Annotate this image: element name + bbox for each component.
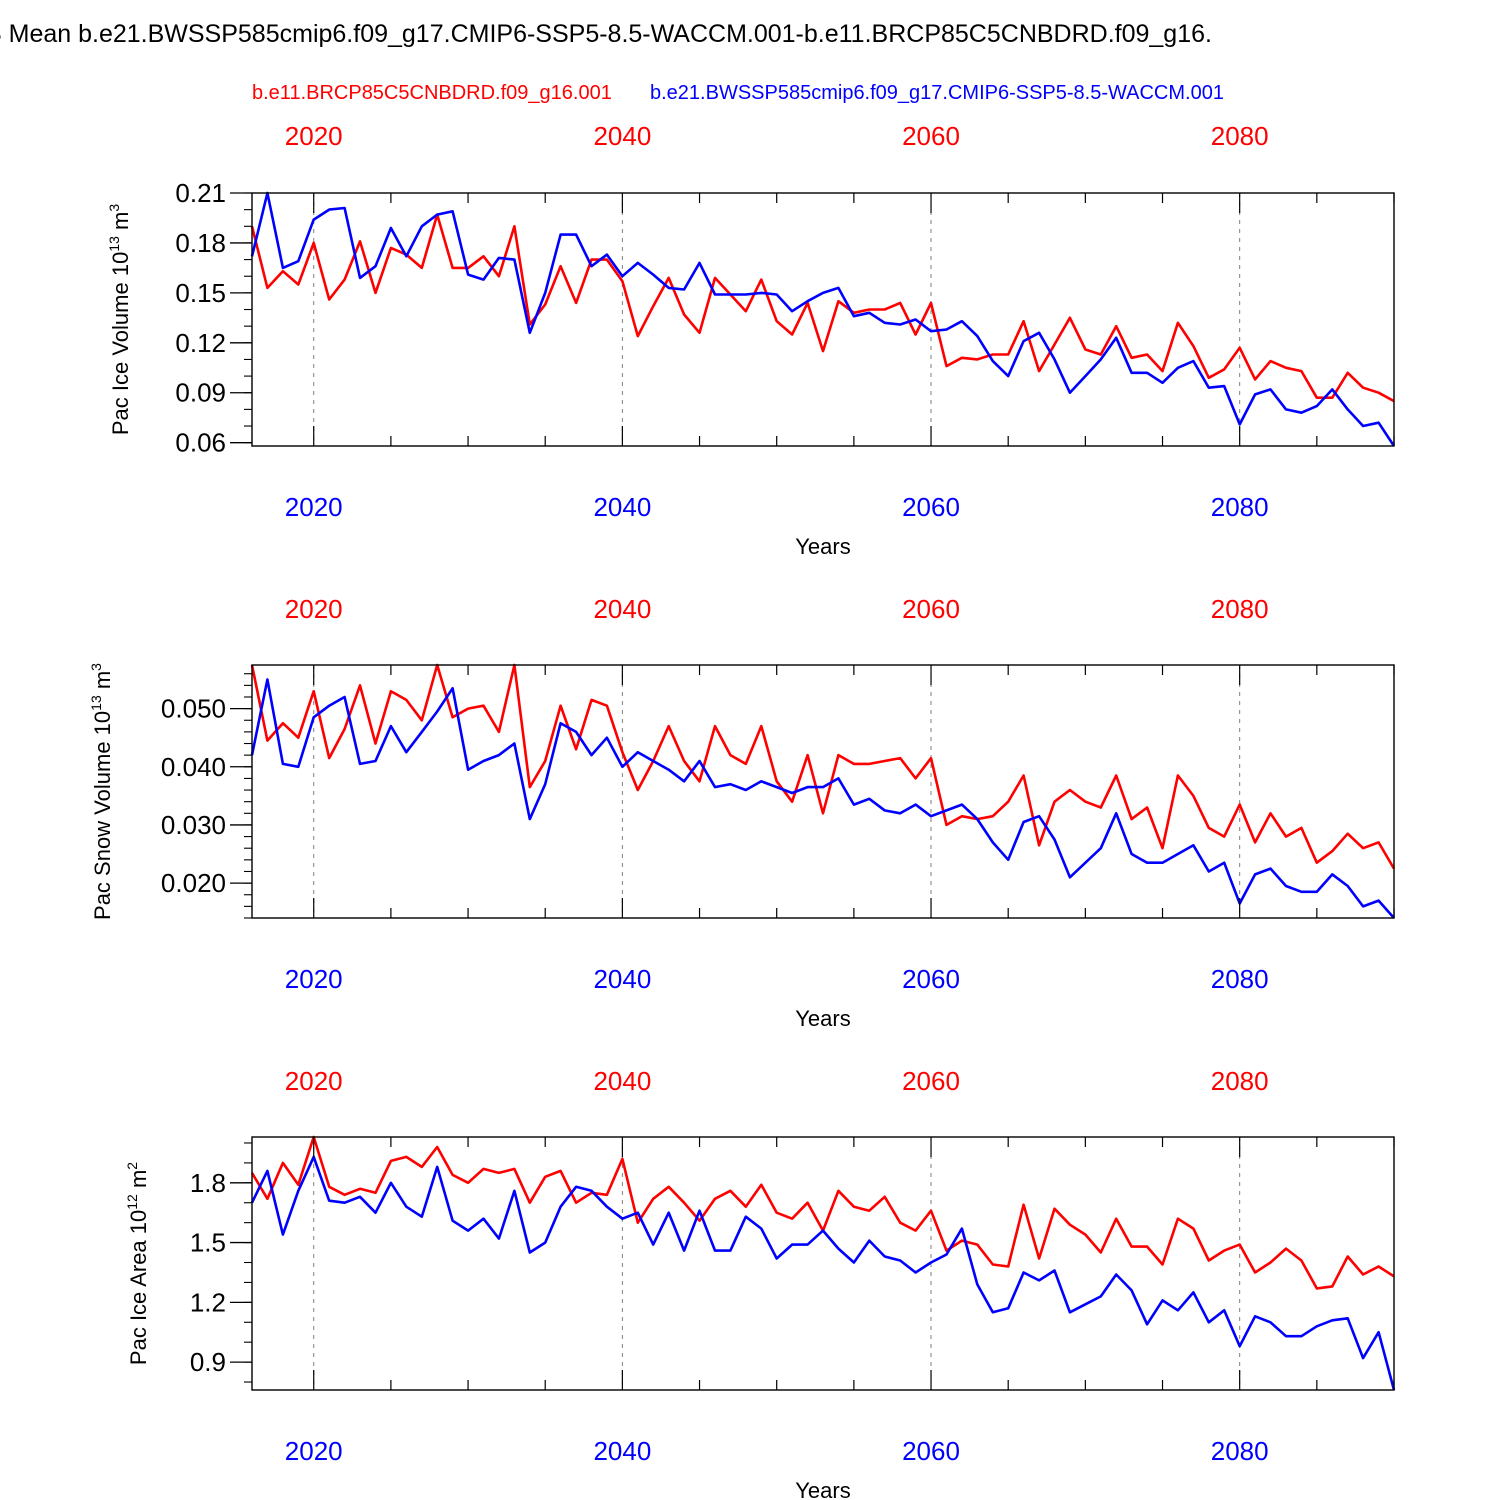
series-line-blue (250, 678, 1395, 919)
y-tick-label: 0.18 (175, 228, 226, 258)
y-tick-label: 0.040 (161, 752, 226, 782)
legend-red-label: b.e11.BRCP85C5CNBDRD.f09_g16.001 (252, 82, 612, 104)
x-tick-label-bottom: 2040 (593, 1436, 651, 1466)
x-tick-label-top: 2020 (285, 594, 343, 624)
x-tick-label-bottom: 2080 (1211, 964, 1269, 994)
y-tick-label: 0.9 (190, 1347, 226, 1377)
x-tick-label-top: 2040 (593, 1066, 651, 1096)
y-axis-label: Pac Ice Volume 1013 m3 (106, 204, 133, 435)
x-tick-label-top: 2040 (593, 121, 651, 151)
legend-blue-label: b.e21.BWSSP585cmip6.f09_g17.CMIP6-SSP5-8… (650, 82, 1224, 104)
panel-1: 0.06 0.09 0.12 0.15 0.18 0.21 2020 2040 2060 2080… (106, 121, 1396, 559)
y-tick-label: 1.8 (190, 1168, 226, 1198)
x-tick-label-bottom: 2060 (902, 492, 960, 522)
x-tick-label-bottom: 2040 (593, 964, 651, 994)
x-tick-label-bottom: 2020 (285, 492, 343, 522)
x-tick-label-top: 2080 (1211, 594, 1269, 624)
x-axis-label: Years (795, 1478, 850, 1500)
x-tick-label-top: 2080 (1211, 121, 1269, 151)
y-tick-label: 0.21 (175, 178, 226, 208)
y-axis-label: Pac Snow Volume 1013 m3 (88, 663, 115, 920)
y-tick-label: 0.12 (175, 328, 226, 358)
plot-frame (251, 1136, 1395, 1391)
chart-title: S Mean b.e21.BWSSP585cmip6.f09_g17.CMIP6… (0, 20, 1212, 48)
x-tick-label-bottom: 2080 (1211, 1436, 1269, 1466)
x-tick-label-bottom: 2020 (285, 1436, 343, 1466)
y-tick-label: 0.020 (161, 868, 226, 898)
x-tick-label-top: 2060 (902, 594, 960, 624)
series-line-blue (250, 191, 1396, 447)
plot-frame (251, 664, 1395, 919)
x-tick-label-top: 2020 (285, 1066, 343, 1096)
x-axis-label: Years (795, 534, 850, 559)
series-line-blue (250, 1155, 1396, 1391)
y-tick-label: 0.15 (175, 278, 226, 308)
x-tick-label-top: 2060 (902, 121, 960, 151)
series-line-red (250, 663, 1396, 870)
x-tick-label-bottom: 2020 (285, 964, 343, 994)
x-tick-label-bottom: 2040 (593, 492, 651, 522)
y-tick-label: 1.2 (190, 1287, 226, 1317)
y-axis-label: Pac Ice Area 1012 m2 (124, 1162, 151, 1365)
x-tick-label-top: 2040 (593, 594, 651, 624)
y-tick-label: 0.030 (161, 810, 226, 840)
x-tick-label-bottom: 2080 (1211, 492, 1269, 522)
panel-3: 0.9 1.2 1.5 1.8 2020 2040 2060 2080 2020 2040 2060… (124, 1066, 1396, 1500)
x-tick-label-bottom: 2060 (902, 964, 960, 994)
x-tick-label-bottom: 2060 (902, 1436, 960, 1466)
y-tick-label: 1.5 (190, 1228, 226, 1258)
chart-title-container: S Mean b.e21.BWSSP585cmip6.f09_g17.CMIP6… (0, 20, 1500, 54)
y-tick-label: 0.06 (175, 428, 226, 458)
y-tick-label: 0.050 (161, 694, 226, 724)
y-tick-label: 0.09 (175, 378, 226, 408)
x-tick-label-top: 2060 (902, 1066, 960, 1096)
panel-2: 0.020 0.030 0.040 0.050 2020 2040 2060 2080 2020… (88, 594, 1396, 1031)
series-line-red (250, 213, 1395, 403)
x-tick-label-top: 2020 (285, 121, 343, 151)
x-axis-label: Years (795, 1006, 850, 1031)
plot-frame (251, 192, 1395, 447)
x-tick-label-top: 2080 (1211, 1066, 1269, 1096)
